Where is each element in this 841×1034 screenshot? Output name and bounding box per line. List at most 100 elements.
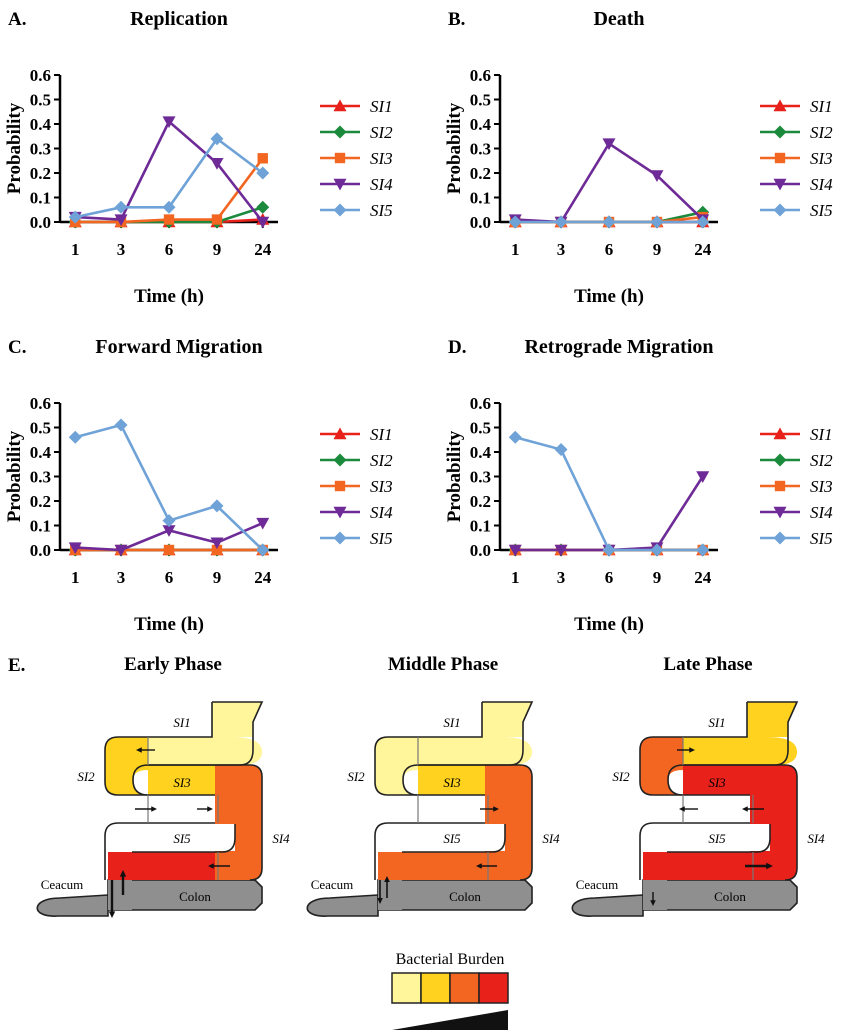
panel-letter: D. — [448, 337, 466, 358]
data-point — [256, 166, 270, 180]
series-si4 — [68, 517, 270, 557]
legend-entry-si5: SI5 — [760, 529, 833, 548]
data-point — [696, 543, 710, 557]
legend-label: SI2 — [810, 451, 833, 470]
burden-swatch — [478, 972, 509, 1004]
legend-label: SI4 — [370, 503, 393, 522]
region-label-si5: SI5 — [708, 831, 726, 846]
migration-arrow — [679, 806, 698, 812]
data-point — [210, 132, 224, 146]
y-tick-label: 0.2 — [30, 492, 51, 511]
lumen-middle — [667, 824, 770, 851]
data-point — [162, 116, 176, 129]
x-tick-label: 9 — [213, 240, 222, 259]
legend-entry-si4: SI4 — [760, 503, 833, 522]
gut-diagram-middle-phase: Middle Phase SI1 SI2 SI3 SI4 SI5 Ceacum Colon — [306, 654, 560, 917]
data-point — [114, 418, 128, 432]
x-tick-label: 3 — [557, 568, 566, 587]
legend-entry-si5: SI5 — [320, 529, 393, 548]
data-point — [163, 214, 175, 225]
legend-label: SI3 — [370, 149, 393, 168]
migration-arrow — [650, 892, 656, 906]
y-axis-label: Probability — [444, 430, 465, 522]
legend-marker — [773, 178, 787, 191]
si4-upper — [750, 765, 797, 806]
data-point — [554, 215, 568, 229]
lumen-middle — [402, 824, 505, 851]
si4-segment — [485, 794, 532, 880]
y-tick-label: 0.3 — [470, 468, 491, 487]
y-tick-label: 0.2 — [470, 164, 491, 183]
x-tick-label: 24 — [254, 240, 272, 259]
si4-segment — [750, 794, 797, 880]
legend-marker — [773, 203, 787, 217]
tube-outline-mid — [374, 822, 485, 880]
x-tick-label: 1 — [71, 568, 80, 587]
legend-entry-si3: SI3 — [320, 149, 393, 168]
legend-marker — [333, 99, 347, 112]
y-tick-label: 0.5 — [30, 419, 51, 438]
y-axis-label: Probability — [444, 102, 465, 194]
panel-letter: C. — [8, 337, 26, 358]
y-tick-label: 0.1 — [30, 517, 51, 536]
data-point — [68, 430, 82, 444]
bacterial-burden-legend: Bacterial Burden — [391, 951, 509, 1030]
y-tick-label: 0.0 — [470, 213, 491, 232]
legend-entry-si1: SI1 — [320, 97, 393, 116]
x-tick-label: 6 — [605, 568, 614, 587]
gut-diagram-late-phase: Late Phase SI1 SI2 SI3 SI4 SI5 Ceacum Colon — [571, 654, 825, 917]
region-label-si4: SI4 — [272, 831, 290, 846]
legend-label: SI5 — [810, 201, 833, 220]
legend-label: SI3 — [810, 149, 833, 168]
migration-arrow — [136, 747, 155, 753]
phase-title: Middle Phase — [388, 654, 498, 675]
region-label-si4: SI4 — [807, 831, 825, 846]
migration-arrow — [197, 806, 213, 812]
phase-title: Early Phase — [124, 654, 222, 675]
y-tick-label: 0.1 — [30, 189, 51, 208]
legend-marker — [333, 178, 347, 191]
region-label-si2: SI2 — [612, 769, 630, 784]
x-tick-label: 1 — [511, 568, 520, 587]
legend-marker — [334, 152, 346, 164]
x-tick-label: 3 — [557, 240, 566, 259]
legend-label: SI4 — [370, 175, 393, 194]
series-si4 — [508, 138, 710, 229]
si4-upper — [485, 765, 532, 806]
legend-marker — [773, 99, 787, 112]
ceacum-segment — [571, 894, 644, 917]
data-point — [650, 170, 664, 182]
region-label-si3: SI3 — [173, 775, 191, 790]
burden-swatch — [420, 972, 451, 1004]
data-point — [210, 537, 224, 550]
ceacum-segment — [36, 894, 109, 917]
phase-title: Late Phase — [663, 654, 752, 675]
legend-marker — [333, 125, 347, 139]
region-label-ceacum: Ceacum — [576, 877, 619, 892]
tube-outline-left — [374, 702, 485, 796]
lumen-middle-edge — [402, 824, 506, 853]
series-si5 — [68, 418, 270, 557]
x-axis-label: Time (h) — [134, 286, 204, 307]
data-point — [114, 214, 128, 227]
y-tick-label: 0.1 — [470, 189, 491, 208]
data-point — [68, 542, 82, 555]
region-label-ceacum: Ceacum — [41, 877, 84, 892]
gut-diagram-early-phase: Early Phase SI1 SI2 SI3 SI4 SI5 Ceacum Colon — [36, 654, 290, 918]
region-label-si1: SI1 — [443, 715, 460, 730]
migration-arrow — [108, 880, 116, 918]
data-point — [163, 544, 175, 556]
legend-entry-si1: SI1 — [760, 425, 833, 444]
si1-segment — [683, 702, 797, 765]
migration-arrow — [476, 863, 497, 869]
legend-label: SI2 — [370, 123, 393, 142]
legend-marker — [333, 427, 347, 440]
series-line — [515, 475, 704, 552]
legend-label: SI3 — [370, 477, 393, 496]
y-tick-label: 0.4 — [30, 443, 52, 462]
legend-marker — [334, 480, 346, 492]
chart-replication: A. Replication 0.0 0.1 0.2 0.3 0.4 0.5 0.6 1 3 6 9 24… — [4, 8, 393, 307]
y-tick-label: 0.2 — [30, 164, 51, 183]
lumen-middle-edge — [667, 824, 771, 853]
